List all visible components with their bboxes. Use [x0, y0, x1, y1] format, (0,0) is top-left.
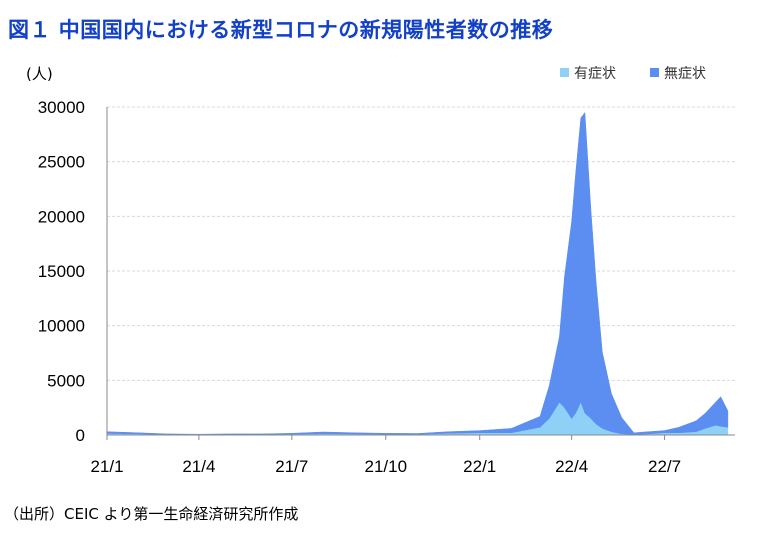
x-tick-label: 21/10: [364, 457, 407, 476]
x-tick-label: 21/1: [90, 457, 123, 476]
legend-label: 有症状: [574, 66, 616, 82]
series-area-1: [106, 401, 729, 436]
legend-swatch: [560, 68, 569, 77]
y-tick-label: 0: [76, 426, 85, 445]
axes: [106, 107, 735, 440]
grid-lines: [107, 106, 735, 381]
x-tick-labels: 21/1 21/4 21/7 21/10 22/1 22/4 22/7: [90, 457, 681, 476]
y-unit-label: (人): [26, 65, 53, 83]
y-tick-label: 30000: [38, 98, 85, 117]
legend: 有症状 無症状: [560, 66, 706, 82]
area-series: [106, 111, 729, 436]
y-tick-label: 25000: [38, 153, 85, 172]
y-tick-label: 20000: [38, 207, 85, 226]
legend-swatch: [650, 68, 659, 77]
legend-label: 無症状: [664, 66, 706, 82]
y-tick-labels: 0 5000 10000 15000 20000 25000 30000: [38, 98, 85, 445]
x-tick-label: 21/7: [275, 457, 308, 476]
chart-title: 図１ 中国国内における新型コロナの新規陽性者数の推移: [8, 18, 554, 42]
y-tick-label: 10000: [38, 317, 85, 336]
x-tick-label: 21/4: [182, 457, 215, 476]
y-tick-label: 5000: [47, 371, 85, 390]
y-tick-label: 15000: [38, 262, 85, 281]
series-area-2: [106, 111, 729, 435]
source-note: （出所）CEIC より第一生命経済研究所作成: [4, 505, 299, 523]
x-tick-label: 22/4: [555, 457, 588, 476]
x-tick-label: 22/7: [648, 457, 681, 476]
x-tick-label: 22/1: [463, 457, 496, 476]
